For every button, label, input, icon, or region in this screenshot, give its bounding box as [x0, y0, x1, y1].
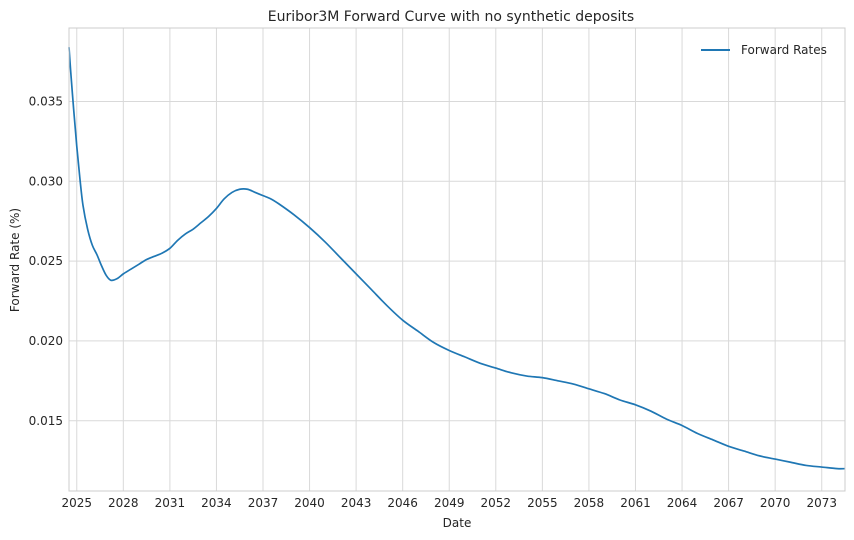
x-tick-label: 2055	[527, 496, 558, 510]
x-tick-labels: 2025 2028 2031 2034 2037 2040 2043 2046 2049 2052…	[61, 496, 837, 510]
x-tick-label: 2031	[155, 496, 186, 510]
y-tick-label: 0.030	[29, 174, 63, 188]
series-lines	[68, 47, 846, 470]
legend-label: Forward Rates	[741, 43, 827, 57]
x-tick-label: 2061	[620, 496, 651, 510]
x-tick-label: 2052	[481, 496, 512, 510]
x-tick-label: 2040	[294, 496, 325, 510]
x-axis-label: Date	[443, 516, 472, 530]
x-tick-label: 2028	[108, 496, 139, 510]
x-tick-label: 2037	[248, 496, 279, 510]
y-axis-label: Forward Rate (%)	[8, 208, 22, 312]
x-tick-label: 2073	[806, 496, 837, 510]
chart-title: Euribor3M Forward Curve with no syntheti…	[268, 9, 634, 25]
x-tick-label: 2049	[434, 496, 465, 510]
x-tick-label: 2043	[341, 496, 372, 510]
legend: Forward Rates	[701, 43, 827, 57]
x-gridlines	[76, 28, 823, 491]
plot-background	[69, 28, 845, 491]
plot-area	[68, 27, 846, 492]
forward-rates-line	[68, 47, 846, 470]
x-tick-label: 2034	[201, 496, 232, 510]
plot-frame	[68, 27, 846, 492]
x-tick-label: 2067	[713, 496, 744, 510]
x-tick-label: 2064	[667, 496, 698, 510]
y-gridlines	[69, 100, 845, 422]
y-tick-label: 0.015	[29, 414, 63, 428]
x-tick-label: 2070	[760, 496, 791, 510]
y-tick-labels: 0.015 0.020 0.025 0.030 0.035	[29, 94, 63, 427]
x-tick-label: 2046	[387, 496, 418, 510]
x-tick-label: 2025	[61, 496, 92, 510]
x-tick-label: 2058	[574, 496, 605, 510]
y-tick-label: 0.035	[29, 94, 63, 108]
y-tick-label: 0.025	[29, 254, 63, 268]
y-tick-label: 0.020	[29, 334, 63, 348]
